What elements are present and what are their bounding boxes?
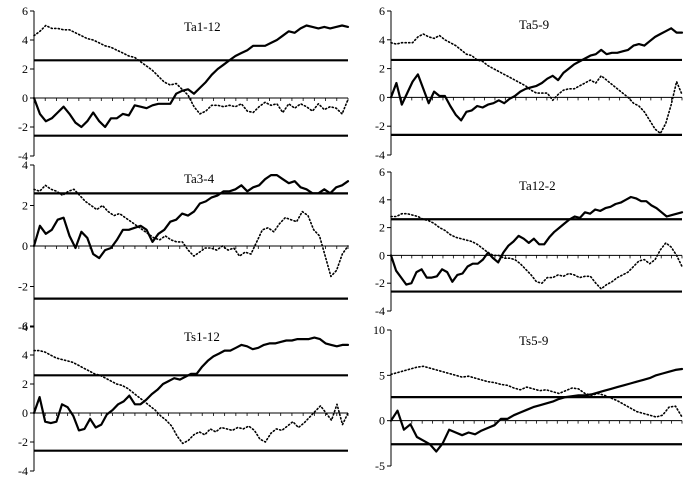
chart-title: Ts1-12 (184, 329, 220, 344)
backward-statistic-line (33, 349, 349, 445)
forward-statistic-line (389, 27, 684, 122)
chart-panel-2: -4 -2 0 2 4 6 Ta5-9 (375, 4, 684, 162)
forward-statistic-line (32, 24, 350, 129)
chart-panel-6: -5 0 5 10 Ts5-9 (373, 323, 684, 473)
y-tick-label: 2 (22, 62, 28, 76)
y-tick-label: 5 (379, 368, 385, 382)
y-tick-label: -2 (18, 120, 28, 134)
y-tick-label: 2 (379, 62, 385, 76)
y-tick-label: 2 (22, 377, 28, 391)
y-tick-label: 6 (379, 165, 385, 179)
forward-statistic-line (389, 367, 684, 453)
y-tick-label: -2 (375, 276, 385, 290)
y-tick-label: 0 (22, 239, 28, 253)
y-tick-label: 2 (22, 199, 28, 213)
y-tick-label: 4 (22, 348, 28, 362)
y-tick-label: 0 (379, 248, 385, 262)
y-tick-label: -5 (375, 459, 385, 473)
y-tick-label: 2 (379, 221, 385, 235)
backward-statistic-line (390, 33, 683, 135)
chart-panel-4: -4 -2 0 2 4 6 Ta12-2 (375, 165, 684, 318)
y-tick-label: -4 (375, 148, 385, 162)
chart-title: Ts5-9 (519, 333, 548, 348)
y-tick-label: -4 (18, 320, 28, 334)
chart-title: Ta5-9 (519, 17, 549, 32)
y-tick-label: 0 (379, 90, 385, 104)
y-tick-label: -4 (18, 149, 28, 163)
y-tick-label: -4 (375, 304, 385, 318)
y-tick-label: 4 (22, 33, 28, 47)
y-tick-label: 0 (379, 414, 385, 428)
forward-statistic-line (32, 174, 350, 260)
chart-title: Ta3-4 (184, 171, 215, 186)
chart-panel-5: -4 -2 0 2 4 6 Ts1-12 (18, 319, 350, 478)
y-tick-label: 6 (22, 319, 28, 333)
y-tick-label: -2 (375, 119, 385, 133)
chart-title: Ta1-12 (184, 19, 221, 34)
y-tick-label: 4 (379, 33, 385, 47)
backward-statistic-line (33, 184, 349, 278)
y-tick-label: 6 (22, 4, 28, 18)
backward-statistic-line (33, 24, 349, 115)
backward-statistic-line (390, 212, 683, 290)
chart-panel-1: -4 -2 0 2 4 6 Ta1-12 (18, 4, 350, 163)
chart-panel-3: -4 -2 0 2 4 Ta3-4 (18, 158, 350, 334)
y-tick-label: -2 (18, 280, 28, 294)
forward-statistic-line (32, 336, 350, 432)
backward-statistic-line (390, 365, 683, 418)
y-tick-label: 0 (22, 406, 28, 420)
y-tick-label: 4 (379, 193, 385, 207)
y-tick-label: -2 (18, 435, 28, 449)
y-tick-label: -4 (18, 464, 28, 478)
y-tick-label: 10 (373, 323, 385, 337)
y-tick-label: 4 (22, 158, 28, 172)
forward-statistic-line (389, 195, 684, 286)
y-tick-label: 0 (22, 91, 28, 105)
y-tick-label: 6 (379, 4, 385, 18)
chart-title: Ta12-2 (519, 178, 556, 193)
